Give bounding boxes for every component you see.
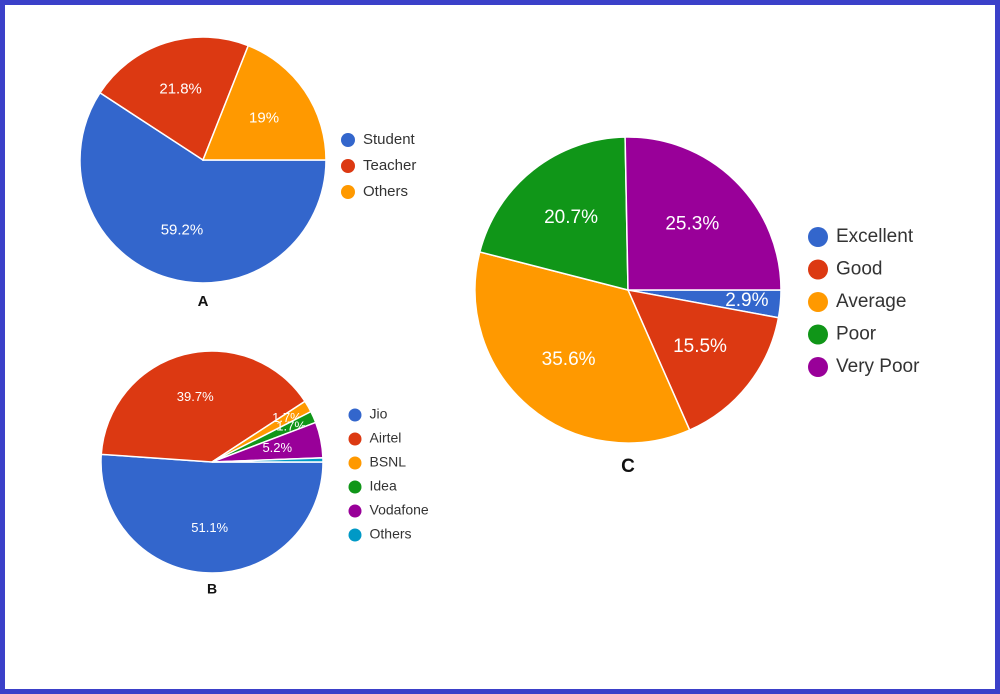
legend-label: Good [836,259,882,280]
legend-label: Excellent [836,226,914,247]
legend-label: Teacher [363,157,416,174]
value-label: 15.5% [673,336,727,357]
legend-label: Average [836,291,906,312]
chart-title: A [198,293,209,310]
pie-slice [626,289,780,432]
legend-label: Others [363,183,408,200]
legend-swatch [348,480,362,494]
legend-swatch [348,528,362,542]
legend-swatch [341,133,355,147]
legend-swatch [348,408,362,422]
value-label: 21.8% [159,81,202,98]
legend-label: Very Poor [836,356,920,377]
legend-swatch [808,357,828,377]
value-label: 20.7% [544,207,598,228]
legend-label: Student [363,131,416,148]
legend-label: Poor [836,324,877,345]
pie-slice [79,91,327,284]
pie-slice [624,136,782,291]
legend-label: Vodafone [370,502,429,518]
chart-title: B [207,581,217,597]
value-label: 35.6% [542,349,596,370]
value-label: 5.2% [262,440,292,455]
legend-swatch [348,456,362,470]
legend-swatch [808,227,828,247]
legend-swatch [808,324,828,345]
legend-swatch [341,185,355,199]
legend-swatch [808,292,828,312]
value-label: 51.1% [191,520,228,535]
legend-swatch [808,259,828,280]
pie-slice [478,136,629,291]
value-label: 19% [249,109,279,126]
pie-slice [98,36,250,162]
chart-title: C [621,456,635,477]
pie-slice [100,453,324,574]
value-label: 59.2% [161,222,204,239]
pie-slice [211,457,324,463]
legend-label: Idea [370,478,397,494]
legend-label: BSNL [370,454,407,470]
legend-swatch [348,432,362,446]
value-label: 2.9% [725,290,768,311]
legend-swatch [348,504,362,518]
value-label: 39.7% [177,389,214,404]
value-label: 25.3% [665,213,719,234]
legend-label: Others [370,526,412,542]
legend-swatch [341,159,355,173]
legend-label: Airtel [370,430,402,446]
legend-label: Jio [370,406,388,422]
pie-slice [474,251,691,444]
pie-slice [201,44,327,161]
